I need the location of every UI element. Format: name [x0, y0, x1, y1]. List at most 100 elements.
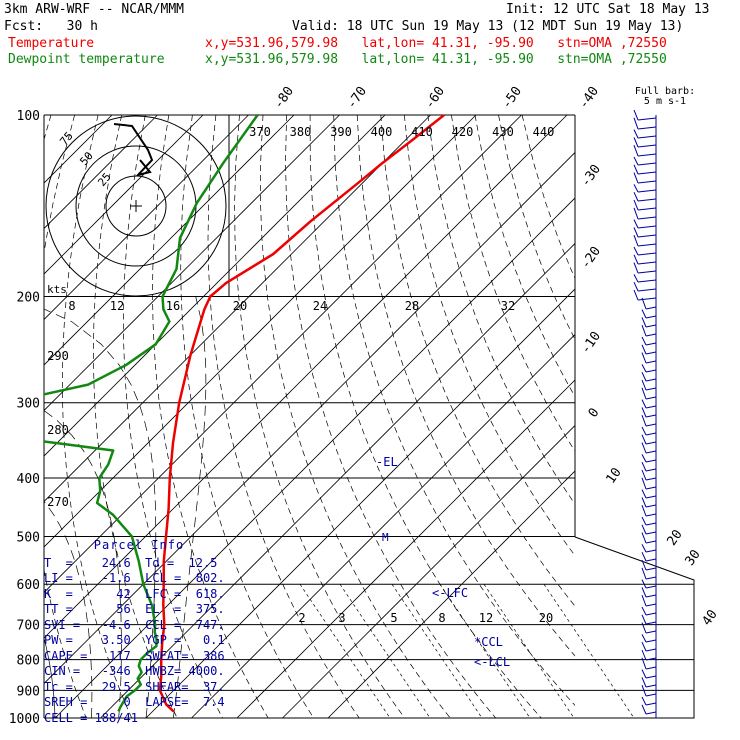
dry-adiabat [333, 115, 575, 706]
isotherm [327, 470, 575, 718]
parcel-row: K = 42 LFC = 618. [44, 586, 225, 601]
pressure-label: 500 [17, 530, 40, 545]
wind-barb [637, 117, 657, 121]
isotherm [236, 379, 575, 718]
wind-barb [637, 243, 657, 247]
wind-barb-flag [641, 685, 647, 697]
wind-barbs [633, 109, 657, 718]
isotherm [44, 115, 158, 230]
parcel-row: SREH = 0 LAPSE= 7.4 [44, 695, 225, 709]
wind-barb-flag [633, 274, 639, 283]
wind-barb-flag [641, 567, 647, 580]
isotherm [191, 333, 575, 718]
wind-barb [645, 405, 657, 409]
pressure-label: 600 [17, 578, 40, 593]
parcel-row: PW = 3.50 YGP = 0.1 [44, 633, 225, 647]
theta-label: 400 [371, 125, 393, 139]
wind-barb [645, 414, 657, 418]
model-title: 3km ARW-WRF -- NCAR/MMM [4, 2, 185, 17]
wind-barb-flag [641, 579, 647, 589]
wind-barb-flag [641, 379, 647, 391]
isotherm-label: 0 [586, 405, 603, 420]
mixing-ratio-label: 20 [539, 611, 553, 625]
dry-adiabat [380, 115, 575, 607]
wind-barb-flag [633, 281, 639, 292]
wind-barb-flag [633, 289, 639, 301]
mixing-ratio-line [543, 584, 635, 718]
wind-barb [645, 657, 657, 661]
pressure-label: 900 [17, 684, 40, 699]
wind-barb [645, 594, 657, 598]
dry-adiabat [0, 115, 4, 718]
dry-adiabat [309, 115, 542, 718]
wind-barb-flag [633, 145, 639, 157]
wind-barb-flag [633, 184, 639, 193]
pressure-label: 200 [17, 291, 40, 306]
isotherm [44, 115, 204, 275]
wind-barb [637, 279, 657, 283]
wind-barb [645, 531, 657, 535]
wind-barb [637, 216, 657, 220]
wind-barb-flag [633, 199, 639, 211]
wind-barb-flag [641, 524, 647, 535]
wind-barb [637, 234, 657, 238]
dry-adiabat [521, 115, 575, 280]
dewpoint-legend-info: x,y=531.96,579.98 lat,lon= 41.31, -95.90… [205, 52, 667, 67]
pressure-label: 800 [17, 654, 40, 669]
wind-barb-flag [633, 235, 639, 247]
wind-barb [637, 126, 657, 130]
barb-legend: 5 m s-1 [644, 96, 686, 107]
wind-barb [637, 162, 657, 166]
temperature-legend-label: Temperature [8, 36, 95, 51]
wind-barb [645, 522, 657, 526]
isotherm [44, 115, 568, 639]
dry-adiabat [93, 115, 178, 718]
wind-barb-flag [641, 407, 647, 418]
wind-barb [637, 144, 657, 148]
wind-barb-flag [641, 677, 647, 688]
hodograph-ring-label: 75 [57, 129, 75, 148]
speed-scale-label: 16 [166, 299, 180, 313]
theta-label: 380 [290, 125, 312, 139]
wind-barb-flag [641, 469, 647, 481]
wind-barb-flag [641, 477, 647, 490]
wind-barb-flag [641, 587, 647, 598]
speed-scale-label: 12 [110, 299, 124, 313]
theta-e-label: 270 [47, 495, 69, 509]
wind-barb [637, 288, 657, 292]
wind-barb-flag [641, 551, 647, 562]
lfc-label: <-LFC [432, 586, 468, 600]
wind-barb-flag [633, 156, 639, 166]
theta-label: 440 [533, 125, 555, 139]
parcel-info-panel: Parcel Info T = 24.6 Td = 12.5 LI = -1.6… [44, 538, 234, 725]
wind-barb-flag [641, 595, 647, 607]
wind-barb-flag [633, 117, 639, 130]
parcel-row: LI = -1.6 LCL = 802. [44, 571, 225, 585]
wind-barb [645, 693, 657, 697]
wind-barb [645, 621, 657, 625]
wind-barb-flag [641, 364, 647, 373]
wind-barb [645, 549, 657, 553]
wind-barb [645, 351, 657, 355]
wind-barb-flag [641, 454, 647, 463]
hodograph-trace [113, 123, 154, 177]
wind-barb [645, 576, 657, 580]
mixing-ratio-label: 8 [438, 611, 445, 625]
isotherm [282, 424, 575, 718]
parcel-row: Tc = 29.5 SHEAR= 37. [44, 679, 225, 694]
isotherm-label: -60 [422, 84, 448, 112]
theta-label: 390 [330, 125, 352, 139]
wind-barb-flag [633, 137, 639, 148]
wind-barb-flag [633, 172, 639, 184]
mixing-ratio-line [299, 584, 391, 718]
isotherm [44, 115, 295, 366]
hodograph-ring-label: 25 [95, 170, 113, 189]
theta-label: 430 [492, 125, 514, 139]
isotherm [44, 115, 249, 321]
mixing-ratio-line [339, 584, 431, 718]
isotherm [145, 288, 575, 718]
isotherm-label: -40 [576, 84, 602, 112]
wind-barb [645, 387, 657, 391]
wind-barb-flag [641, 387, 647, 400]
plot-frame [43, 114, 695, 719]
